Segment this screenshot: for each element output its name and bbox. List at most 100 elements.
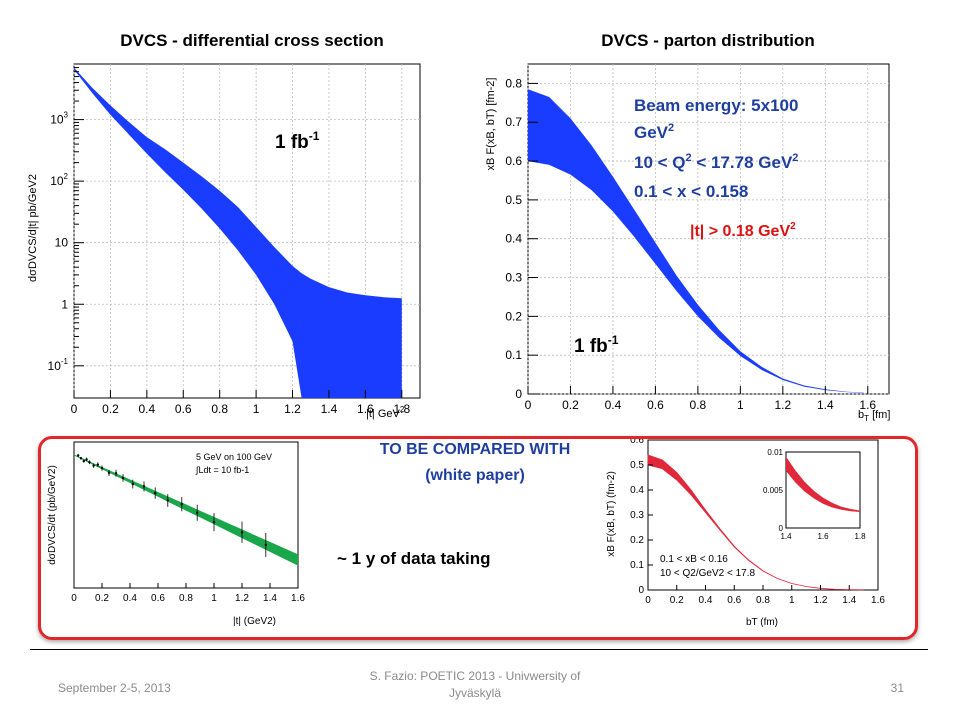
wp-pd-x-label: bT (fm)	[746, 617, 778, 628]
x-tick-label: 1.4	[321, 402, 338, 416]
beam-energy-line: Beam energy: 5x100	[634, 96, 798, 115]
cross-section-x-label: |t| GeV2	[366, 405, 405, 420]
y-tick-label: 0	[638, 585, 644, 596]
white-paper-parton-chart: 0 0.2 0.4 0.6 0.8 1 1.2 1.4 1.6 0 0.1 0.2 0.3 0.4 0.5…	[606, 435, 885, 628]
parton-distribution-x-label: bT [fm]	[858, 409, 890, 423]
x-tick-label: 1.4	[817, 398, 834, 412]
x-tick-label: 0.8	[179, 593, 193, 604]
compare-heading: TO BE COMPARED WITH (white paper)	[330, 437, 620, 489]
x-range-line: 0.1 < x < 0.158	[634, 182, 748, 201]
footer-title: S. Fazio: POETIC 2013 - Univwersity of J…	[330, 668, 620, 702]
data-point	[82, 459, 86, 463]
comparison-box	[38, 436, 918, 640]
white-paper-cross-section-chart: 0 0.2 0.4 0.6 0.8 1 1.2 1.4 1.6 5 GeV on 100 GeV…	[47, 441, 305, 627]
x-tick-label: 1.2	[235, 593, 249, 604]
x-tick-label: 0.4	[605, 398, 622, 412]
y-tick-label: 1	[61, 297, 68, 311]
data-point	[92, 464, 95, 467]
footer-title-line2: Jyväskylä	[448, 686, 501, 700]
parton-distribution-frame	[527, 63, 890, 395]
x-tick-label: 0.4	[123, 593, 137, 604]
beam-energy-unit-line: GeV2	[634, 122, 674, 142]
x-tick-label: 0.4	[138, 402, 155, 416]
x-tick-label: 1	[211, 593, 217, 604]
x-tick-label: 0	[525, 398, 532, 412]
parton-distribution-band	[528, 89, 864, 393]
y-tick-label: 0.3	[505, 271, 522, 285]
wp-pd-legend-line1: 0.1 < xB < 0.16	[660, 554, 728, 565]
y-tick-label: 0.2	[630, 535, 644, 546]
inset-y-tick-label: 0.01	[767, 448, 783, 457]
x-tick-label: 1.6	[871, 595, 885, 606]
wp-cs-legend-line1: 5 GeV on 100 GeV	[196, 452, 272, 462]
wp-cs-x-ticks: 0 0.2 0.4 0.6 0.8 1 1.2 1.4 1.6	[71, 583, 305, 604]
wp-pd-band	[647, 454, 864, 591]
data-point	[212, 520, 216, 524]
x-tick-label: 0.2	[102, 402, 119, 416]
wp-pd-legend-line2: 10 < Q2/GeV2 < 17.8	[660, 568, 756, 579]
footer-title-line1: S. Fazio: POETIC 2013 - Univwersity of	[369, 669, 581, 683]
x-tick-label: 0.6	[175, 402, 192, 416]
parton-distribution-grid	[527, 64, 889, 395]
x-tick-label: 0.2	[670, 595, 684, 606]
data-point	[154, 491, 157, 495]
y-tick-label: 102	[50, 172, 68, 188]
x-tick-label: 0.8	[690, 398, 707, 412]
wp-pd-inset-frame	[785, 451, 861, 529]
x-tick-label: 1.4	[842, 595, 856, 606]
slide-number: 31	[890, 681, 904, 695]
y-tick-label: 0.7	[505, 115, 522, 129]
x-tick-label: 0.6	[647, 398, 664, 412]
parton-distribution-y-label: xB F(xB, bT) [fm-2]	[485, 78, 497, 171]
wp-pd-inset-ticks: 1.4 1.6 1.8 0 0.005 0.01	[763, 448, 866, 541]
x-tick-label: 0	[71, 593, 77, 604]
compare-line2: (white paper)	[425, 467, 525, 484]
data-point	[131, 482, 134, 486]
x-tick-label: 0.2	[562, 398, 579, 412]
y-tick-label: 0.4	[630, 485, 644, 496]
q2-range-line: 10 < Q2 < 17.78 GeV2	[634, 152, 798, 172]
cross-section-chart: DVCS - differential cross section 0 0.2 0.…	[27, 31, 421, 420]
data-taking-note: ~ 1 y of data taking	[337, 549, 491, 568]
data-point	[142, 485, 146, 488]
x-tick-label: 0.4	[699, 595, 713, 606]
x-tick-label: 0.8	[211, 402, 228, 416]
cross-section-y-ticks: 10-1 1 10 102 103	[48, 67, 84, 373]
x-tick-label: 0.2	[95, 593, 109, 604]
cross-section-x-ticks: 0 0.2 0.4 0.6 0.8 1 1.2 1.4 1.6 1.8	[71, 390, 410, 416]
wp-cs-y-label: dσDVCS/dt (pb/GeV2)	[47, 465, 58, 565]
x-tick-label: 1.4	[263, 593, 277, 604]
x-tick-label: 0.8	[756, 595, 770, 606]
wp-cs-legend-line2: ∫Ldt = 10 fb-1	[195, 465, 249, 475]
data-point	[79, 457, 83, 460]
x-tick-label: 0	[71, 402, 78, 416]
x-tick-label: 1.2	[284, 402, 301, 416]
x-tick-label: 1.2	[814, 595, 828, 606]
data-point	[196, 511, 199, 514]
y-tick-label: 0.6	[505, 154, 522, 168]
cross-section-band	[74, 67, 402, 398]
footer-divider	[30, 649, 928, 650]
x-tick-label: 1.2	[774, 398, 791, 412]
x-tick-label: 1	[737, 398, 744, 412]
y-tick-label: 0.8	[505, 76, 522, 90]
data-point	[180, 502, 183, 506]
inset-x-tick-label: 1.4	[780, 532, 792, 541]
kinematics-annotation: Beam energy: 5x100 GeV2 10 < Q2 < 17.78 …	[634, 96, 798, 240]
x-tick-label: 1.6	[291, 593, 305, 604]
wp-cs-frame	[73, 441, 299, 589]
data-point	[121, 476, 125, 480]
data-point	[96, 463, 100, 466]
wp-cs-points	[77, 454, 267, 557]
wp-pd-y-ticks: 0 0.1 0.2 0.3 0.4 0.5 0.6	[630, 435, 653, 596]
inset-x-tick-label: 1.6	[817, 532, 829, 541]
x-tick-label: 1	[789, 595, 795, 606]
wp-pd-inset-band	[786, 456, 860, 512]
x-tick-label: 0	[645, 595, 651, 606]
y-tick-label: 0.4	[505, 232, 522, 246]
cross-section-y-label: dσDVCS/d|t| pb/GeV2	[27, 174, 39, 282]
x-tick-label: 0.6	[727, 595, 741, 606]
wp-pd-y-label: xB F(xB, bT) (fm-2)	[606, 471, 617, 557]
y-tick-label: 0.5	[505, 193, 522, 207]
parton-distribution-y-ticks: 0 0.1 0.2 0.3 0.4 0.5 0.6 0.7 0.8	[505, 76, 538, 401]
